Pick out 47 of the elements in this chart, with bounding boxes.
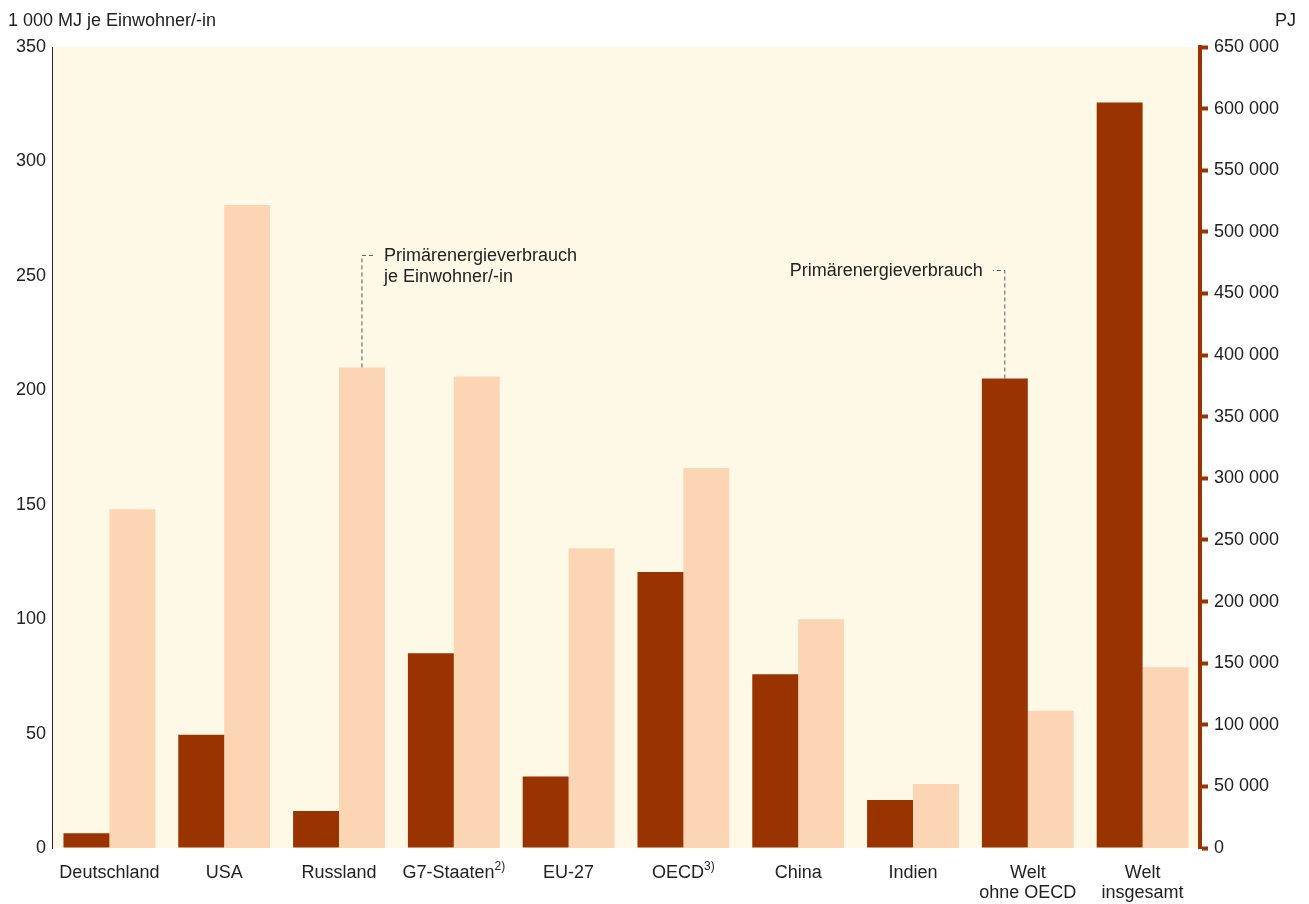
x-tick-label: USA (205, 862, 243, 882)
x-tick-label: Indien (888, 862, 938, 882)
x-tick-label: Welt ohne OECD (979, 862, 1077, 902)
x-tick-label: Welt insgesamt (1101, 862, 1184, 902)
bar (1027, 710, 1074, 848)
y-tick-label: 250 (15, 264, 46, 285)
y2-tick-label: 50 000 (1214, 775, 1270, 796)
y-tick-label: 50 (25, 722, 46, 743)
y-tick-label: 200 (15, 379, 46, 400)
y2-tick-label: 600 000 (1214, 97, 1280, 118)
x-tick-label: Russland (301, 862, 377, 882)
y-tick-label: 150 (15, 493, 46, 514)
bar (1096, 102, 1143, 848)
y2-tick-label: 650 000 (1214, 35, 1280, 56)
y2-tick-label: 100 000 (1214, 713, 1280, 734)
y2-tick-label: 550 000 (1214, 159, 1280, 180)
bar (178, 734, 225, 848)
y2-tick-label: 400 000 (1214, 344, 1280, 365)
y-tick-label: 0 (35, 836, 46, 857)
bar (568, 548, 615, 848)
text: Primärenergieverbrauch (789, 260, 983, 281)
y2-tick-label: 200 000 (1214, 590, 1280, 611)
text: Primärenergieverbrauch je Einwohner/-in (382, 245, 578, 287)
x-tick-label: China (774, 862, 823, 882)
y2-tick-label: 150 000 (1214, 652, 1280, 673)
y2-axis-title: PJ (1274, 10, 1296, 30)
bar (109, 509, 156, 848)
y-axis-title: 1 000 MJ je Einwohner/-in (8, 10, 217, 30)
bar (453, 376, 500, 848)
y-tick-label: 350 (15, 35, 46, 56)
bar (981, 378, 1028, 848)
y2-tick-label: 450 000 (1214, 282, 1280, 303)
bar (63, 833, 110, 848)
y2-tick-label: 250 000 (1214, 528, 1280, 549)
y-tick-label: 300 (15, 150, 46, 171)
y2-tick-label: 500 000 (1214, 220, 1280, 241)
y2-tick-label: 0 (1214, 836, 1225, 857)
y-tick-label: 100 (15, 608, 46, 629)
x-tick-label: Deutschland (59, 862, 160, 882)
y2-tick-label: 300 000 (1214, 467, 1280, 488)
bar (339, 367, 385, 848)
x-tick-label: EU-27 (543, 862, 595, 882)
bar (224, 204, 271, 848)
y2-tick-label: 350 000 (1214, 405, 1280, 426)
bar (293, 811, 339, 848)
bar (1142, 667, 1189, 848)
bar (522, 776, 569, 848)
